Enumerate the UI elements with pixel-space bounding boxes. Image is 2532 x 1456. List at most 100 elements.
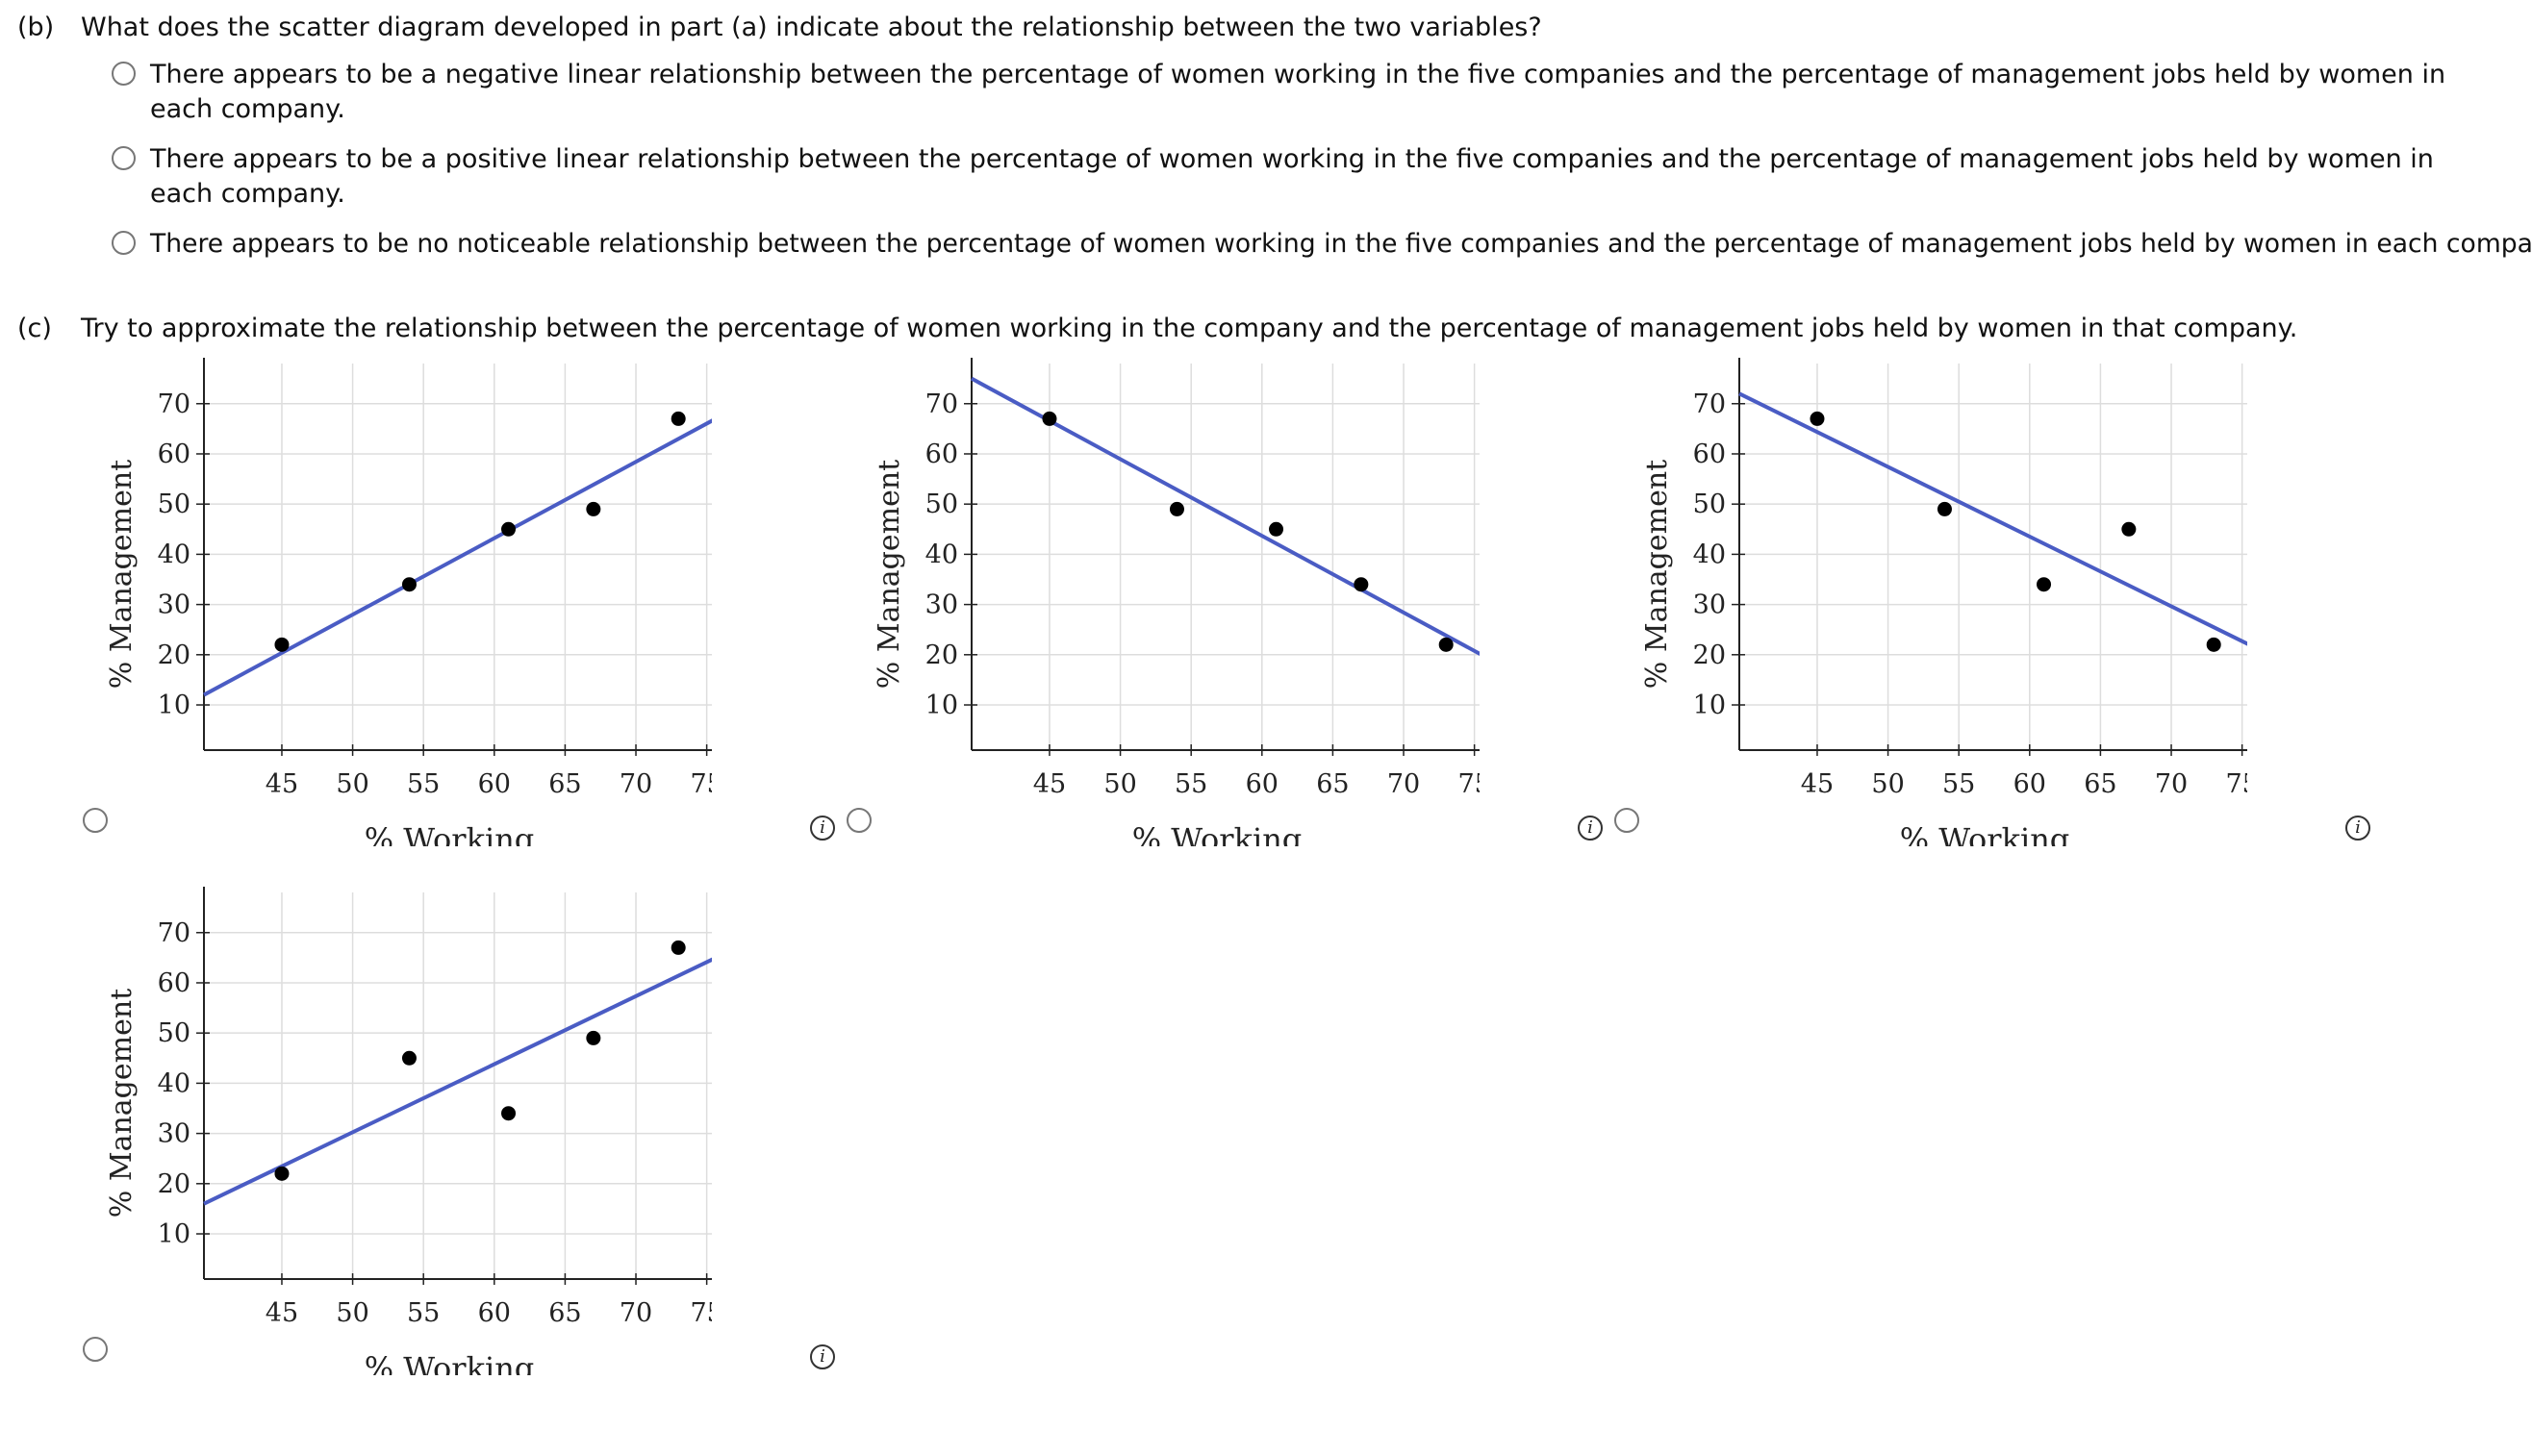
y-tick-label: 50 [158, 490, 190, 519]
data-point [2121, 521, 2137, 537]
graph-option-2-radio[interactable] [847, 808, 872, 833]
data-point [1810, 411, 1825, 426]
x-tick-label: 55 [407, 769, 440, 799]
radio-button[interactable] [112, 231, 136, 255]
x-tick-label: 75 [1457, 769, 1480, 799]
part-b-option-negative[interactable]: There appears to be a negative linear re… [112, 58, 2517, 127]
part-c-question-text: Try to approximate the relationship betw… [81, 314, 2298, 343]
y-tick-label: 50 [925, 490, 958, 519]
x-axis-label: % Working [1132, 821, 1303, 846]
scatter-plot-option-3: 45 50 55 60 65 70 75 10 20 30 40 50 60 70 % Working % M… [1632, 346, 2259, 858]
x-tick-label: 55 [1942, 769, 1975, 799]
scatter-plot-svg: 45 50 55 60 65 70 75 10 20 30 40 50 60 70 % Working % M… [105, 358, 723, 858]
y-tick-label: 10 [158, 690, 190, 720]
trend-line [971, 376, 1482, 657]
info-icon[interactable]: i [810, 1344, 835, 1369]
x-tick-label: 50 [336, 1298, 368, 1328]
radio-button[interactable] [112, 146, 136, 170]
info-icon[interactable]: i [1578, 816, 1603, 841]
y-tick-label: 40 [158, 1068, 190, 1098]
trend-line [203, 417, 715, 697]
y-axis-label: % Management [873, 460, 906, 689]
part-b-option-positive[interactable]: There appears to be a positive linear re… [112, 142, 2517, 212]
graph-option-4-radio[interactable] [83, 1337, 108, 1362]
info-icon[interactable]: i [2345, 816, 2370, 841]
x-tick-label: 70 [1387, 769, 1420, 799]
data-point [2206, 637, 2221, 652]
part-c-question: (c) Try to approximate the relationship b… [17, 313, 2297, 345]
y-tick-label: 40 [925, 540, 958, 569]
y-tick-label: 10 [925, 690, 958, 720]
x-tick-label: 45 [266, 769, 298, 799]
scatter-plot-option-4: 45 50 55 60 65 70 75 10 20 30 40 50 60 70 % Working % M… [96, 875, 723, 1387]
part-b-question: (b) What does the scatter diagram develop… [17, 12, 1542, 44]
graph-option-1-radio[interactable] [83, 808, 108, 833]
y-tick-label: 30 [158, 1119, 190, 1149]
x-axis-label: % Working [1900, 821, 2070, 846]
y-tick-label: 20 [1693, 640, 1726, 670]
y-tick-label: 40 [1693, 540, 1726, 569]
x-tick-label: 60 [1246, 769, 1279, 799]
y-tick-label: 30 [1693, 590, 1726, 620]
y-tick-label: 70 [1693, 389, 1726, 419]
y-tick-label: 10 [158, 1219, 190, 1249]
info-icon[interactable]: i [810, 816, 835, 841]
y-tick-label: 60 [158, 439, 190, 469]
y-tick-label: 50 [158, 1018, 190, 1048]
scatter-plot-svg: 45 50 55 60 65 70 75 10 20 30 40 50 60 70 % Working % M… [105, 887, 723, 1387]
x-tick-label: 70 [620, 769, 652, 799]
scatter-plot-svg: 45 50 55 60 65 70 75 10 20 30 40 50 60 70 % Working % M… [1640, 358, 2259, 858]
y-tick-label: 70 [158, 389, 190, 419]
x-tick-label: 60 [478, 1298, 511, 1328]
x-tick-label: 65 [2084, 769, 2116, 799]
trend-line [1738, 391, 2250, 647]
data-point [274, 637, 290, 652]
y-tick-label: 40 [158, 540, 190, 569]
option-text: There appears to be no noticeable relati… [150, 229, 2532, 259]
y-tick-label: 70 [158, 918, 190, 948]
x-tick-label: 60 [2013, 769, 2046, 799]
data-point [671, 940, 686, 955]
part-c-label: (c) [17, 314, 52, 343]
data-point [671, 411, 686, 426]
scatter-plot-option-1: 45 50 55 60 65 70 75 10 20 30 40 50 60 70 % Working % M… [96, 346, 723, 858]
trend-line [203, 957, 715, 1206]
y-tick-label: 60 [1693, 439, 1726, 469]
x-tick-label: 70 [2155, 769, 2188, 799]
y-tick-label: 60 [158, 968, 190, 998]
data-point [501, 521, 517, 537]
data-point [586, 1030, 601, 1045]
data-point [1169, 501, 1184, 516]
y-tick-label: 30 [158, 590, 190, 620]
x-tick-label: 45 [266, 1298, 298, 1328]
data-point [1937, 501, 1952, 516]
x-axis-label: % Working [365, 1350, 535, 1375]
x-tick-label: 55 [407, 1298, 440, 1328]
x-tick-label: 75 [690, 1298, 712, 1328]
x-tick-label: 65 [548, 769, 581, 799]
x-axis-label: % Working [365, 821, 535, 846]
data-point [1042, 411, 1057, 426]
x-tick-label: 50 [1871, 769, 1904, 799]
data-point [501, 1106, 517, 1121]
scatter-plot-svg: 45 50 55 60 65 70 75 10 20 30 40 50 60 70 % Working % M… [873, 358, 1491, 858]
x-tick-label: 45 [1033, 769, 1066, 799]
x-tick-label: 75 [690, 769, 712, 799]
y-tick-label: 30 [925, 590, 958, 620]
y-tick-label: 50 [1693, 490, 1726, 519]
y-axis-label: % Management [105, 460, 139, 689]
data-point [586, 501, 601, 516]
option-text: There appears to be a positive linear re… [150, 144, 2434, 209]
radio-button[interactable] [112, 62, 136, 86]
x-tick-label: 70 [620, 1298, 652, 1328]
graph-option-3-radio[interactable] [1614, 808, 1639, 833]
part-b-option-none[interactable]: There appears to be no noticeable relati… [112, 227, 2532, 262]
x-tick-label: 50 [336, 769, 368, 799]
data-point [1269, 521, 1284, 537]
x-tick-label: 65 [548, 1298, 581, 1328]
data-point [1438, 637, 1454, 652]
y-tick-label: 70 [925, 389, 958, 419]
y-axis-label: % Management [105, 989, 139, 1218]
data-point [401, 577, 417, 592]
x-tick-label: 50 [1103, 769, 1136, 799]
